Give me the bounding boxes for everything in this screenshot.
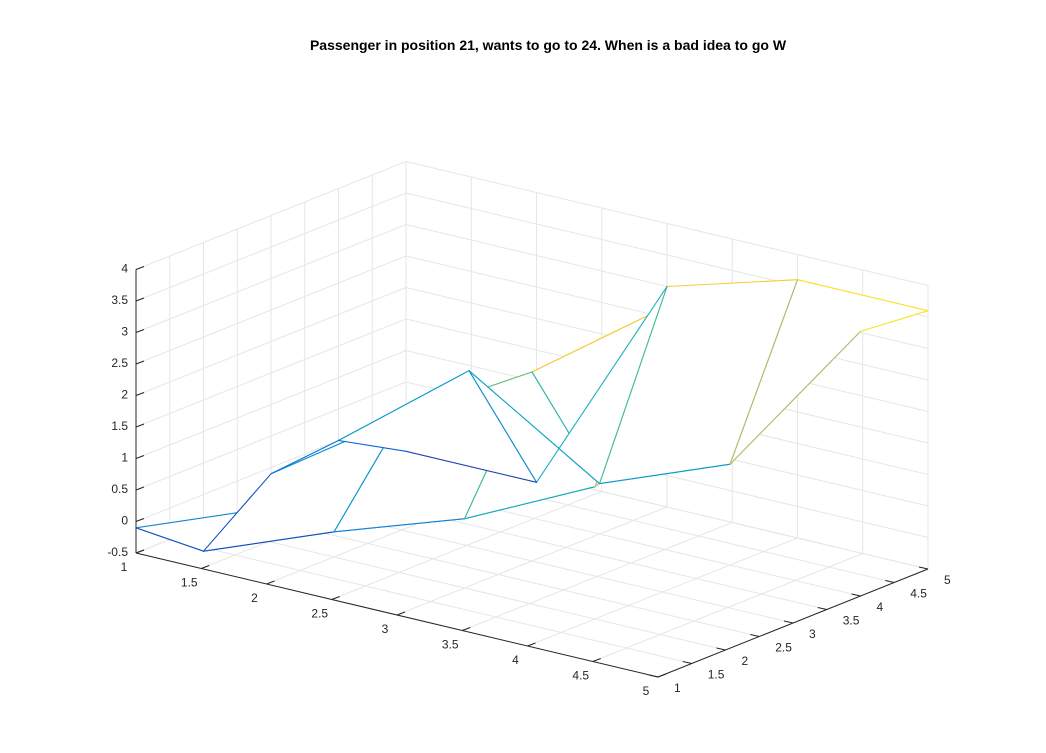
y-tick-mark	[817, 607, 827, 610]
surface-edge	[666, 279, 799, 288]
surface-edge	[202, 473, 272, 552]
surface-edge	[135, 527, 205, 552]
y-tick-mark	[750, 634, 760, 637]
y-tick-label: 2	[742, 654, 749, 668]
z-tick-mark	[135, 392, 145, 396]
z-tick-label: 3	[121, 325, 128, 339]
y-tick-mark	[851, 593, 861, 597]
z-tick-label: 1.5	[111, 419, 128, 433]
z-tick-label: 3.5	[111, 293, 128, 307]
surface-edge	[796, 279, 929, 312]
y-tick-mark	[885, 580, 895, 583]
surface-edge	[729, 279, 799, 465]
z-tick-label: 0.5	[111, 482, 128, 496]
x-tick-label: 4	[512, 653, 519, 667]
z-tick-mark	[135, 423, 145, 428]
y-tick-label: 1.5	[708, 668, 725, 682]
surface-edge	[270, 439, 340, 475]
x-tick-label: 2.5	[311, 607, 328, 621]
chart-title: Passenger in position 21, wants to go to…	[310, 37, 787, 53]
y-tick-mark	[783, 620, 794, 624]
y-tick-label: 4	[877, 600, 884, 614]
surface-face	[599, 279, 798, 484]
z-tick-label: 4	[121, 262, 128, 276]
surface-edge	[598, 463, 731, 485]
surface-edge	[535, 285, 668, 483]
x-tick-label: 5	[643, 684, 650, 698]
axes	[135, 266, 929, 678]
surface-edge	[337, 439, 407, 452]
x-tick-label: 2	[251, 591, 258, 605]
surface-edge	[468, 370, 538, 483]
grid-line	[135, 318, 407, 428]
surface-edge	[468, 370, 601, 485]
grid-line	[135, 255, 407, 365]
surface-face	[203, 416, 402, 552]
y-tick-label: 1	[674, 681, 681, 695]
z-tick-mark	[135, 455, 145, 459]
y-tick-mark	[918, 566, 929, 570]
y-tick-label: 4.5	[910, 587, 927, 601]
surface-edge	[405, 450, 538, 483]
x-tick-mark	[135, 549, 145, 554]
surface-face	[338, 370, 537, 483]
y-tick-mark	[648, 674, 659, 678]
surface-face	[469, 286, 667, 484]
x-tick-label: 4.5	[572, 669, 589, 683]
x-tick-mark	[201, 565, 210, 569]
grid-line	[169, 539, 692, 664]
surface-edge	[859, 310, 929, 332]
z-tick-mark	[135, 486, 145, 491]
surface-edge	[598, 285, 668, 485]
z-tick-mark	[135, 360, 145, 365]
z-tick-mark	[135, 329, 145, 333]
y-tick-label: 3	[809, 627, 816, 641]
y-tick-mark	[716, 647, 726, 651]
x-tick-label: 3	[382, 622, 389, 636]
x-tick-mark	[396, 611, 406, 616]
x-tick-mark	[462, 627, 471, 631]
grid-line	[203, 525, 726, 651]
y-tick-mark	[682, 661, 692, 664]
y-tick-label: 2.5	[775, 641, 792, 655]
x-tick-mark	[331, 596, 340, 600]
y-tick-label: 5	[944, 573, 951, 587]
z-tick-mark	[135, 297, 145, 302]
grid-line	[135, 381, 407, 491]
surface-edge	[729, 330, 862, 465]
z-tick-mark	[135, 266, 145, 270]
x-tick-mark	[266, 580, 275, 585]
surface-edge	[531, 307, 664, 373]
z-tick-label: 2	[121, 388, 128, 402]
grid-line	[135, 161, 407, 270]
z-tick-label: -0.5	[107, 545, 128, 559]
tick-labels: -0.5 0 0.5 1 1.5 2 2.5 3 3.5 4 1 1.5 2 2.5 3 3.5 4 4.5 5 1 1…	[107, 262, 951, 699]
grid-line	[135, 224, 407, 333]
surface-edge	[202, 531, 335, 552]
surface-edge	[463, 486, 596, 520]
x-tick-mark	[592, 658, 601, 662]
x-tick-label: 1	[121, 560, 128, 574]
surface-edge	[337, 370, 470, 442]
z-tick-label: 0	[121, 514, 128, 528]
x-tick-mark	[657, 673, 667, 678]
x-tick-mark	[527, 642, 536, 647]
grid-line	[405, 161, 929, 286]
z-tick-label: 1	[121, 451, 128, 465]
grid-line	[135, 192, 407, 302]
grid-line	[135, 350, 407, 459]
x-tick-label: 3.5	[442, 638, 459, 652]
surface-edge	[333, 518, 466, 533]
z-tick-mark	[135, 518, 145, 522]
grid-line	[135, 287, 407, 396]
y-tick-label: 3.5	[843, 614, 860, 628]
surface	[135, 279, 929, 552]
z-tick-label: 2.5	[111, 356, 128, 370]
x-tick-label: 1.5	[181, 576, 198, 590]
